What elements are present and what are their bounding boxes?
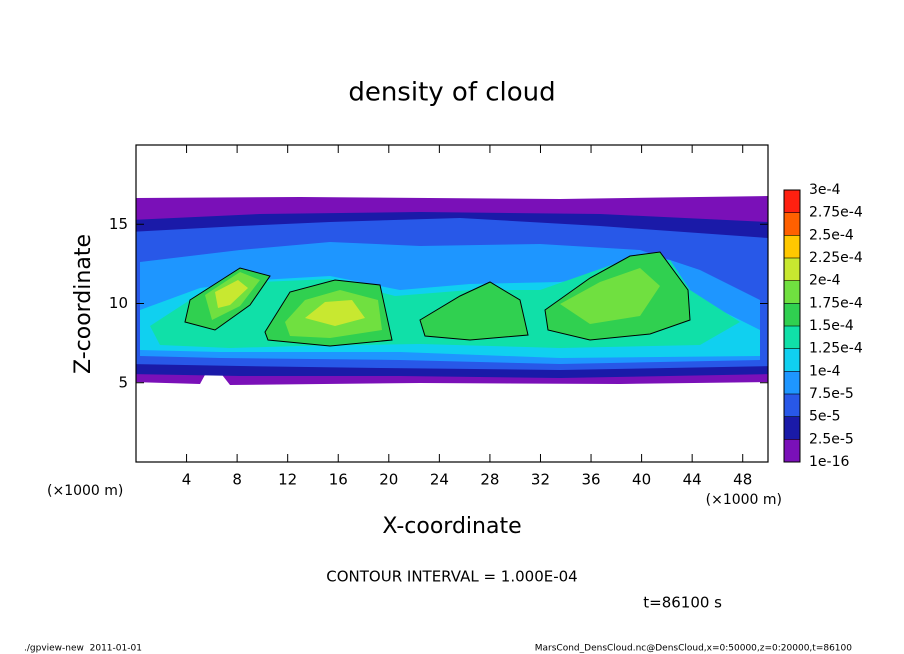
x-tick-label: 20	[379, 471, 398, 489]
contour-line	[184, 267, 271, 331]
colorbar-band	[784, 280, 800, 304]
contour-interval: CONTOUR INTERVAL = 1.000E-04	[326, 568, 577, 586]
y-axis-label: Z-coordinate	[71, 234, 96, 374]
field	[136, 196, 768, 385]
colorbar-label: 1e-16	[809, 454, 849, 470]
field-region	[215, 280, 365, 326]
colorbar-label: 2.25e-4	[809, 250, 863, 266]
x-axis-label: X-coordinate	[382, 514, 521, 539]
y-unit: (×1000 m)	[47, 483, 123, 499]
x-tick-label: 32	[531, 471, 550, 489]
footer-left: ./gpview-new 2011-01-01	[24, 644, 142, 654]
x-tick-label: 8	[232, 471, 242, 489]
colorbar-band	[784, 258, 800, 281]
colorbar-label: 2e-4	[809, 273, 841, 289]
colorbar-band	[784, 394, 800, 417]
x-tick-label: 4	[182, 471, 192, 489]
footer-right: MarsCond_DensCloud.nc@DensCloud,x=0:5000…	[535, 644, 852, 654]
colorbar-band	[784, 235, 800, 258]
colorbar-label: 5e-5	[809, 409, 840, 425]
x-tick-label: 12	[278, 471, 297, 489]
colorbar-label: 1.25e-4	[809, 341, 863, 357]
contour-line	[544, 251, 691, 341]
x-tick-label: 36	[581, 471, 600, 489]
colorbar-label: 2.5e-5	[809, 431, 854, 447]
y-tick-label: 5	[118, 373, 128, 391]
y-tick-label: 10	[109, 294, 128, 312]
x-unit: (×1000 m)	[706, 492, 782, 508]
colorbar-band	[784, 371, 800, 394]
colorbar-band	[784, 416, 800, 440]
colorbar-band	[784, 190, 800, 213]
colorbar-label: 7.5e-5	[809, 386, 854, 402]
x-tick-label: 28	[480, 471, 499, 489]
colorbar-band	[784, 439, 800, 462]
colorbar-label: 1e-4	[809, 363, 841, 379]
x-tick-label: 16	[329, 471, 348, 489]
y-tick-label: 15	[109, 215, 128, 233]
colorbar-band	[784, 303, 800, 326]
colorbar-label: 3e-4	[809, 182, 841, 198]
colorbar-label: 2.75e-4	[809, 205, 863, 221]
colorbar-label: 1.75e-4	[809, 295, 863, 311]
x-tick-label: 48	[733, 471, 752, 489]
time-label: t=86100 s	[643, 594, 722, 612]
chart-title: density of cloud	[348, 78, 555, 108]
x-tick-label: 24	[430, 471, 449, 489]
x-tick-label: 40	[632, 471, 651, 489]
colorbar-band	[784, 212, 800, 236]
colorbar-band	[784, 326, 800, 349]
x-tick-label: 44	[683, 471, 702, 489]
colorbar-label: 2.5e-4	[809, 227, 854, 243]
colorbar-label: 1.5e-4	[809, 318, 854, 334]
contour-line	[419, 281, 529, 341]
contour-line	[264, 279, 393, 347]
colorbar-band	[784, 348, 800, 372]
